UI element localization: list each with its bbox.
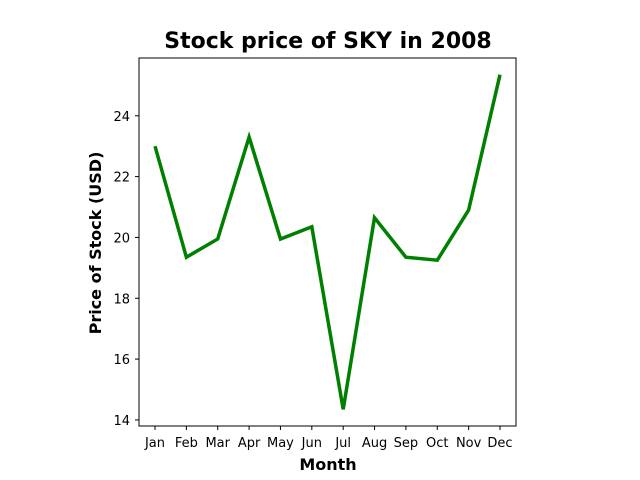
x-tick-label: Aug [362, 436, 387, 451]
y-tick-label: 16 [113, 353, 130, 368]
x-tick-label: Jun [301, 436, 322, 451]
y-tick-label: 24 [113, 110, 130, 125]
x-tick-label: Apr [238, 436, 261, 451]
chart-title: Stock price of SKY in 2008 [164, 29, 492, 54]
x-tick-label: Jul [334, 436, 351, 451]
y-tick-label: 18 [113, 292, 130, 307]
x-tick-label: Sep [394, 436, 419, 451]
x-tick-label: Dec [487, 436, 512, 451]
y-tick-label: 22 [113, 171, 130, 186]
plot-area-frame [138, 57, 517, 427]
x-axis-label: Month [299, 455, 356, 474]
y-axis-label: Price of Stock (USD) [86, 152, 105, 335]
y-tick-label: 14 [113, 414, 130, 429]
x-tick-label: Oct [426, 436, 448, 451]
x-tick-label: Mar [205, 436, 230, 451]
x-tick-label: Feb [175, 436, 198, 451]
series-line [153, 74, 502, 410]
x-tick-label: Nov [456, 436, 482, 451]
x-tick-label: May [267, 436, 294, 451]
x-tick-label: Jan [144, 436, 165, 451]
axis-ticks: Jan Feb Mar Apr May Jun Jul Aug Sep Oct Nov Dec 14 16… [113, 110, 512, 451]
y-tick-label: 20 [113, 231, 130, 246]
